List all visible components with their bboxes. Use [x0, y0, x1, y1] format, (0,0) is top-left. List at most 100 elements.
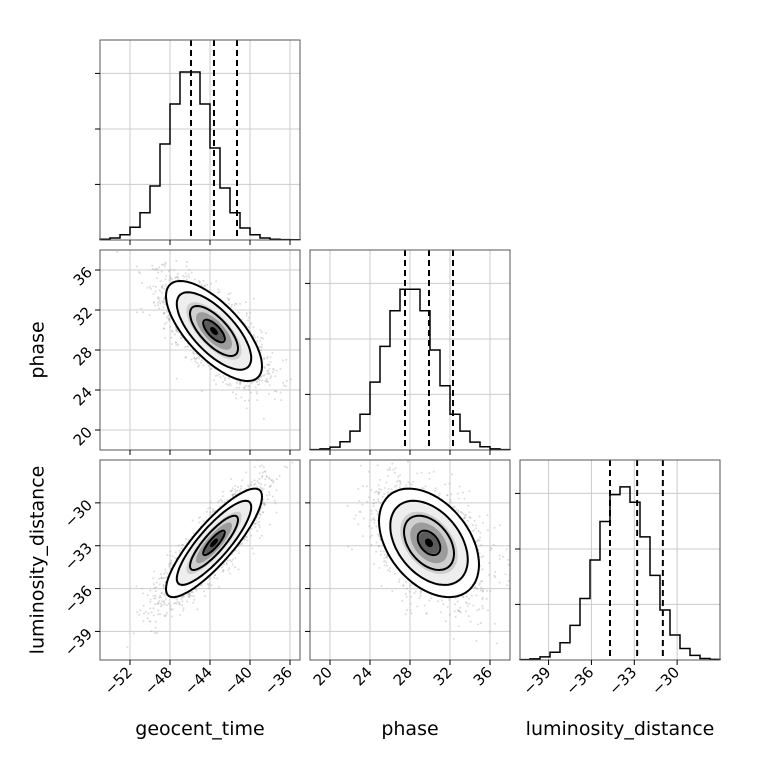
scatter-point [267, 363, 270, 366]
scatter-point [271, 495, 274, 498]
scatter-point [158, 266, 161, 269]
scatter-point [263, 504, 266, 507]
scatter-point [162, 327, 165, 330]
scatter-point [245, 407, 248, 410]
histogram-step [309, 288, 511, 451]
scatter-point [227, 302, 230, 305]
scatter-point [262, 337, 264, 340]
scatter-point [170, 336, 173, 339]
scatter-point [153, 597, 156, 600]
scatter-point [217, 291, 219, 294]
scatter-point [175, 341, 178, 344]
scatter-point [230, 304, 233, 306]
scatter-point [182, 274, 184, 277]
scatter-point [269, 377, 272, 379]
scatter-point [185, 278, 188, 281]
scatter-point [254, 483, 257, 485]
scatter-point [228, 382, 231, 385]
scatter-point [264, 379, 267, 382]
scatter-point [285, 358, 288, 361]
scatter-point [163, 614, 166, 617]
scatter-point [233, 304, 236, 307]
scatter-point [176, 600, 179, 603]
scatter-point [160, 576, 163, 579]
scatter-point [160, 592, 163, 595]
scatter-point [254, 386, 257, 389]
scatter-point [232, 493, 235, 496]
scatter-point [138, 613, 141, 616]
scatter-point [171, 555, 174, 558]
scatter-point [157, 297, 160, 300]
scatter-point [173, 602, 176, 605]
scatter-point [161, 300, 164, 303]
panel-content [100, 460, 300, 660]
scatter-point [164, 576, 167, 579]
scatter-point [164, 278, 167, 280]
scatter-point [286, 466, 289, 469]
scatter-point [163, 600, 166, 603]
scatter-point [163, 594, 166, 597]
scatter-point [167, 572, 170, 575]
scatter-point [174, 557, 177, 560]
scatter-point [166, 604, 169, 607]
scatter-point [231, 391, 234, 394]
scatter-point [175, 598, 178, 601]
scatter-point [161, 577, 164, 580]
scatter-point [197, 279, 200, 282]
scatter-point [188, 276, 191, 278]
scatter-point [264, 483, 266, 486]
scatter-point [234, 557, 237, 560]
scatter-point [245, 314, 248, 317]
scatter-point [250, 322, 253, 325]
scatter-point [272, 368, 275, 370]
scatter-point [247, 326, 250, 329]
scatter-point [214, 509, 216, 512]
scatter-point [263, 503, 266, 506]
scatter-point [254, 523, 257, 526]
scatter-point [159, 280, 162, 283]
scatter-point [234, 488, 237, 491]
scatter-point [217, 288, 220, 291]
scatter-point [160, 270, 163, 273]
scatter-point [259, 375, 262, 378]
scatter-point [153, 570, 156, 573]
scatter-point [169, 277, 172, 280]
scatter-point [192, 595, 195, 598]
scatter-point [229, 490, 232, 492]
scatter-point [158, 583, 161, 586]
scatter-point [227, 384, 230, 387]
scatter-point [188, 268, 191, 271]
scatter-point [191, 519, 194, 522]
scatter-point [274, 375, 277, 378]
scatter-point [154, 290, 157, 293]
scatter-point [154, 594, 157, 597]
scatter-point [165, 321, 168, 324]
scatter-point [219, 376, 222, 379]
scatter-point [148, 285, 151, 288]
scatter-point [274, 502, 277, 505]
scatter-point [221, 570, 224, 573]
scatter-point [235, 302, 238, 305]
scatter-point [159, 605, 162, 608]
scatter-point [230, 560, 233, 563]
scatter-point [255, 391, 258, 393]
scatter-point [162, 584, 165, 587]
scatter-point [251, 382, 253, 384]
scatter-point [263, 357, 266, 360]
scatter-point [156, 602, 159, 605]
scatter-point [222, 568, 225, 571]
scatter-point [190, 590, 193, 593]
scatter-point [263, 502, 266, 505]
scatter-point [135, 311, 138, 314]
scatter-point [222, 569, 225, 572]
scatter-point [267, 380, 269, 383]
scatter-point [217, 501, 219, 504]
scatter-point [162, 300, 165, 303]
scatter-point [146, 286, 149, 289]
scatter-point [152, 594, 155, 597]
contour-line [202, 318, 226, 344]
scatter-point [173, 269, 176, 272]
scatter-point [231, 494, 234, 497]
scatter-point [289, 378, 292, 381]
